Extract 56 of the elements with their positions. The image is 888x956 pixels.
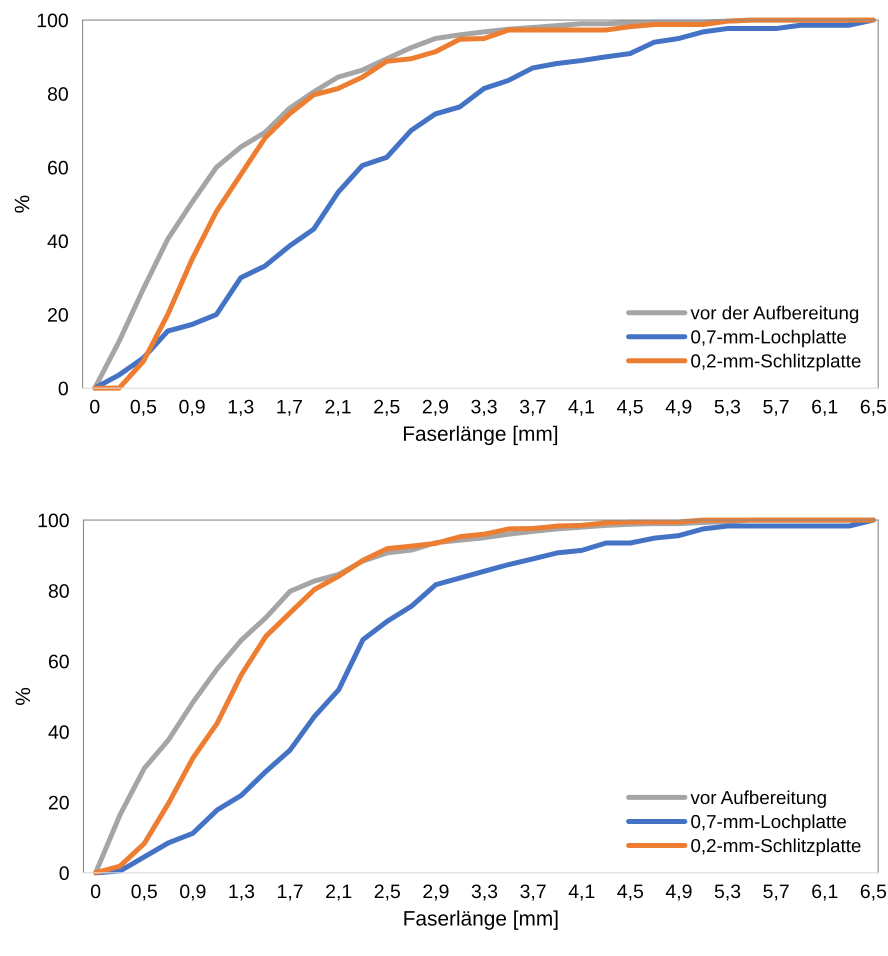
x-tick-label: 0,5 bbox=[131, 884, 157, 901]
x-tick-label: 0,5 bbox=[130, 400, 156, 416]
x-tick-label: 1,3 bbox=[228, 400, 254, 416]
x-tick-label: 4,1 bbox=[568, 884, 594, 901]
x-tick-label: 4,9 bbox=[666, 400, 692, 416]
x-tick-label: 3,3 bbox=[472, 884, 498, 901]
y-tick-label: 0 bbox=[58, 382, 68, 396]
x-tick-label: 0,9 bbox=[180, 884, 206, 901]
x-tick-label: 5,3 bbox=[714, 884, 740, 901]
x-tick-label: 4,5 bbox=[616, 400, 643, 416]
legend-label: 0,2-mm-Schlitzplatte bbox=[691, 354, 861, 372]
x-tick-label: 2,1 bbox=[326, 400, 351, 416]
y-tick-label: 40 bbox=[48, 234, 68, 248]
x-tick-label: 2,9 bbox=[423, 884, 448, 901]
x-tick-label: 5,7 bbox=[763, 884, 789, 901]
x-tick-label: 2,9 bbox=[422, 400, 448, 416]
x-tick-label: 3,3 bbox=[471, 400, 497, 416]
legend-label: 0,2-mm-Schlitzplatte bbox=[691, 838, 861, 856]
x-tick-label: 4,1 bbox=[568, 400, 594, 416]
x-tick-label: 6,5 bbox=[860, 884, 886, 901]
x-tick-label: 6,5 bbox=[860, 400, 886, 416]
x-tick-label: 4,9 bbox=[666, 884, 692, 901]
x-tick-label: 3,7 bbox=[520, 884, 546, 901]
y-tick-label: 60 bbox=[48, 654, 69, 668]
x-tick-label: 4,5 bbox=[617, 884, 644, 901]
x-axis-title: Faserlänge [mm] bbox=[404, 426, 558, 446]
x-tick-label: 2,5 bbox=[374, 400, 400, 416]
y-tick-label: 20 bbox=[48, 308, 68, 322]
y-tick-label: 80 bbox=[48, 87, 68, 101]
y-tick-label: 60 bbox=[48, 160, 68, 175]
x-tick-label: 2,1 bbox=[326, 884, 352, 901]
y-tick-label: 100 bbox=[38, 514, 69, 528]
legend-label: vor Aufbereitung bbox=[690, 790, 826, 808]
x-tick-label: 3,7 bbox=[520, 400, 546, 416]
x-tick-label: 1,3 bbox=[229, 884, 254, 901]
x-tick-label: 5,3 bbox=[714, 400, 740, 416]
y-tick-label: 20 bbox=[48, 796, 69, 810]
y-axis-title: % bbox=[14, 196, 30, 213]
x-tick-label: 6,1 bbox=[812, 884, 838, 901]
y-axis-title: % bbox=[16, 688, 30, 705]
x-tick-label: 2,5 bbox=[374, 884, 400, 901]
legend-label: 0,7-mm-Lochplatte bbox=[691, 330, 846, 348]
x-axis-title: Faserlänge [mm] bbox=[404, 910, 558, 930]
legend-label: 0,7-mm-Lochplatte bbox=[691, 814, 846, 832]
x-tick-label: 5,7 bbox=[763, 400, 789, 416]
y-tick-label: 0 bbox=[60, 866, 69, 880]
x-tick-label: 1,7 bbox=[278, 884, 303, 901]
y-tick-label: 100 bbox=[38, 14, 68, 28]
x-tick-label: 6,1 bbox=[812, 400, 838, 416]
x-tick-label: 0 bbox=[90, 884, 100, 898]
x-tick-label: 1,7 bbox=[277, 400, 302, 416]
y-tick-label: 40 bbox=[48, 725, 69, 739]
y-tick-label: 80 bbox=[48, 584, 69, 598]
x-tick-label: 0,9 bbox=[179, 400, 205, 416]
x-tick-label: 0 bbox=[90, 400, 100, 414]
legend-label: vor der Aufbereitung bbox=[690, 306, 858, 324]
